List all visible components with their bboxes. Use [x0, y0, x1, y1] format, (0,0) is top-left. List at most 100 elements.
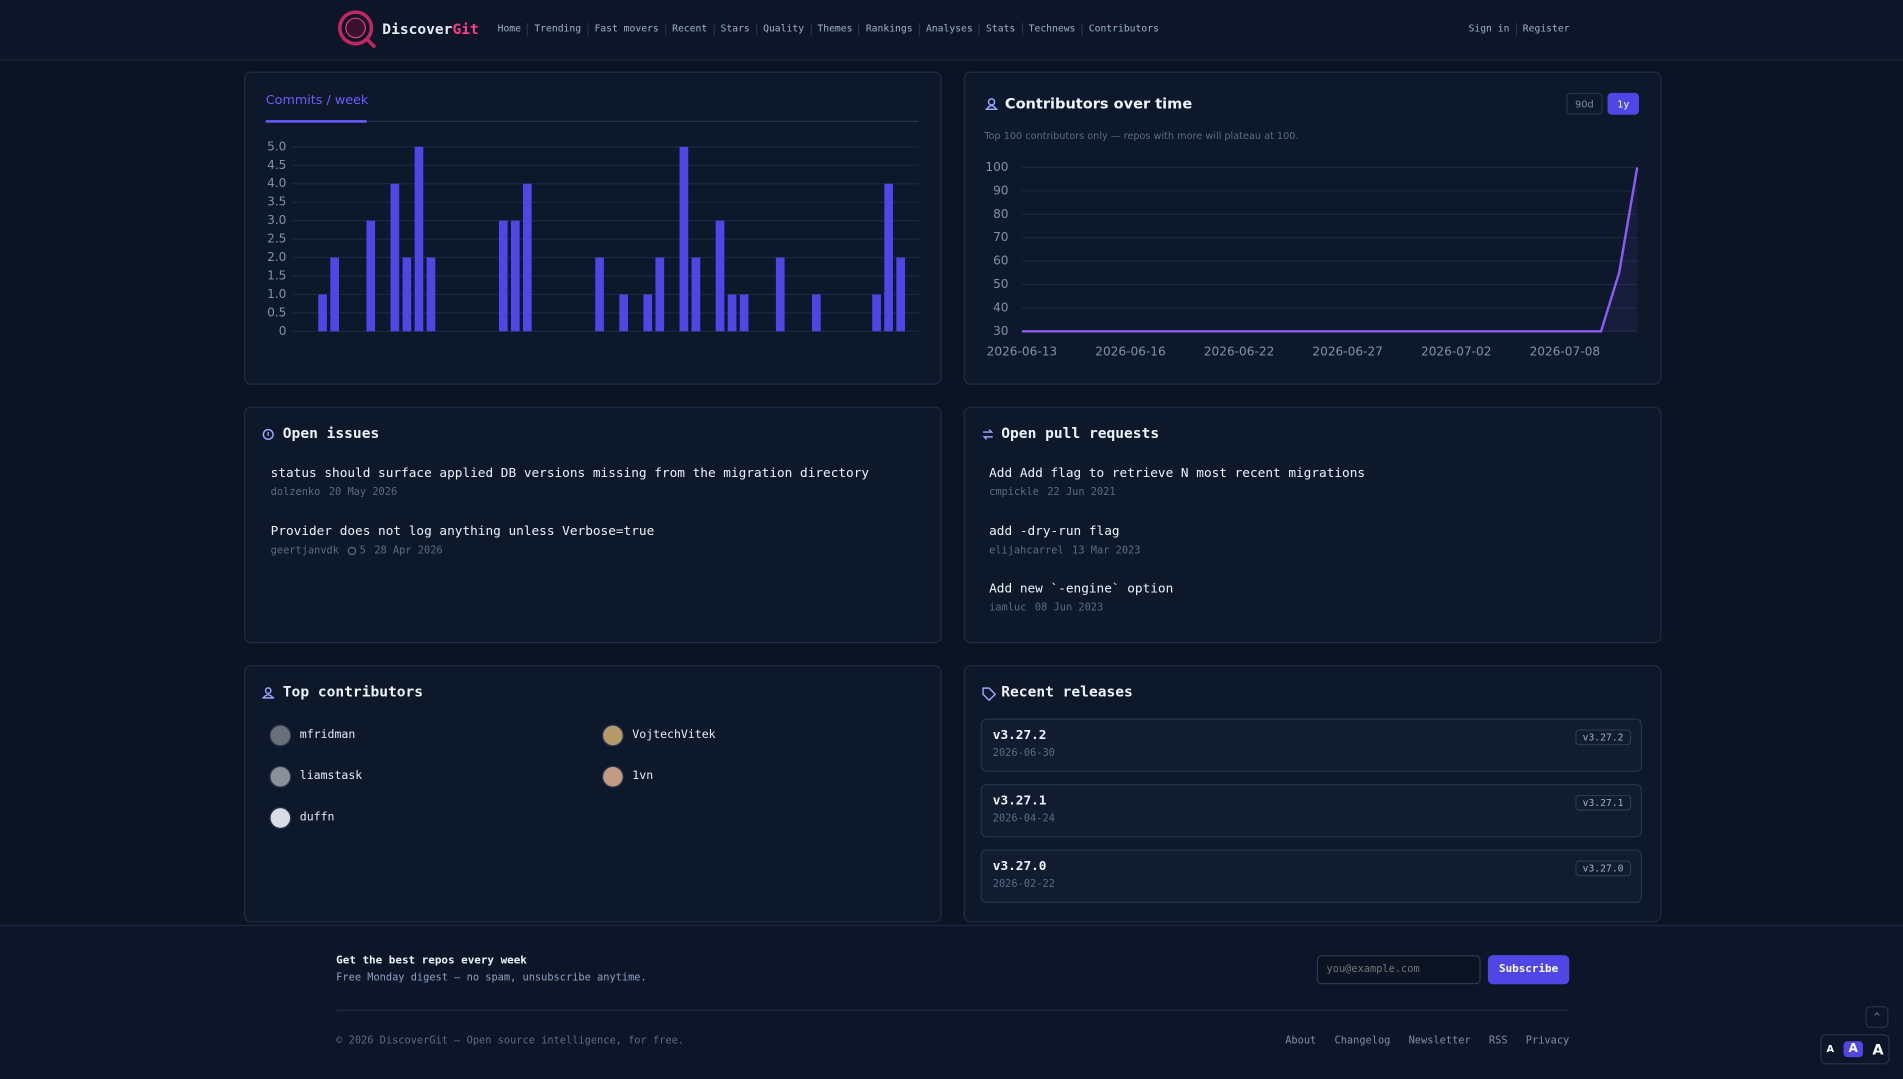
x-tick-label: 2026-07-02 — [1421, 344, 1491, 358]
nav-link[interactable]: Stars — [713, 23, 756, 36]
bar — [884, 183, 893, 332]
bar — [679, 146, 689, 332]
subscribe-button[interactable]: Subscribe — [1487, 955, 1570, 985]
avatar — [601, 724, 624, 747]
newsletter-title: Get the best repos every week — [336, 955, 527, 968]
range-button-label: 1y — [1617, 99, 1629, 110]
item-title[interactable]: status should surface applied DB version… — [270, 466, 870, 481]
y-tick-label: 30 — [993, 324, 1008, 338]
y-tick-label: 5.0 — [267, 139, 286, 153]
nav-link[interactable]: Fast movers — [587, 23, 665, 36]
avatar — [269, 724, 292, 747]
contributor-name[interactable]: liamstask — [299, 769, 363, 783]
line — [1021, 167, 1639, 333]
bar — [366, 220, 376, 332]
auth-link[interactable]: Sign in — [1468, 23, 1510, 34]
bar — [775, 257, 785, 332]
footer-divider — [336, 1009, 1570, 1011]
bar — [739, 294, 749, 332]
release-box[interactable] — [980, 784, 1643, 838]
contributors-card — [243, 665, 942, 923]
bar — [330, 257, 339, 332]
range-button — [1566, 92, 1603, 115]
contributor-name[interactable]: 1vn — [632, 769, 654, 783]
y-tick-label: 3.0 — [267, 213, 286, 227]
bar — [812, 294, 821, 332]
chart-title: Contributors over time — [1005, 95, 1192, 112]
nav-link[interactable]: Contributors — [1081, 23, 1164, 36]
nav-link[interactable]: Home — [497, 23, 521, 34]
y-tick-label: 0.5 — [267, 305, 286, 319]
email-input[interactable] — [1316, 955, 1481, 985]
nav-link[interactable]: Analyses — [918, 23, 979, 36]
avatar — [269, 765, 292, 788]
release-date: 2026-06-30 — [992, 747, 1055, 760]
bar — [727, 294, 737, 332]
auth-link[interactable]: Register — [1515, 23, 1576, 36]
nav-link[interactable]: Recent — [664, 23, 713, 36]
range-button — [1607, 92, 1640, 115]
footer-link[interactable]: About — [1285, 1035, 1317, 1048]
release-tag: v3.27.0 — [1575, 860, 1631, 877]
y-tick-label: 100 — [985, 160, 1008, 174]
icons — [262, 98, 998, 702]
x-tick-label: 2026-06-13 — [987, 344, 1057, 358]
release-tag: v3.27.2 — [1575, 729, 1631, 746]
nav-link[interactable]: Themes — [810, 23, 858, 36]
x-tick-label: 2026-07-08 — [1530, 344, 1600, 358]
footer-link[interactable]: Changelog — [1334, 1035, 1391, 1048]
footer-links: About Changelog Newsletter RSS Privacy — [1285, 1035, 1569, 1047]
y-tick-label: 60 — [993, 254, 1008, 268]
brand-second: Git — [452, 20, 479, 38]
item-title[interactable]: Provider does not log anything unless Ve… — [270, 523, 655, 539]
item-title[interactable]: Add Add flag to retrieve N most recent m… — [989, 466, 1366, 481]
bar — [655, 257, 665, 332]
nav-link[interactable]: Rankings — [858, 23, 919, 36]
y-tick-label: 1.5 — [267, 268, 286, 282]
y-tick-label: 4.5 — [267, 158, 286, 172]
font-size-option[interactable]: A — [1826, 1043, 1835, 1055]
nav-link[interactable]: Stats — [978, 23, 1022, 36]
chart-subtitle: Top 100 contributors only — repos with m… — [983, 131, 1298, 142]
release-date: 2026-02-22 — [992, 878, 1055, 891]
item-comments: 5 — [347, 544, 366, 557]
top-bar — [0, 0, 1903, 61]
comment-count: 5 — [359, 544, 366, 557]
release-box[interactable] — [980, 849, 1643, 903]
bar — [390, 183, 400, 332]
footer-link[interactable]: Newsletter — [1408, 1035, 1471, 1048]
release-box[interactable] — [980, 718, 1643, 772]
footer-link[interactable]: Privacy — [1525, 1035, 1570, 1048]
card-title: Open pull requests — [1001, 424, 1160, 442]
item-author: geertjanvdk — [270, 544, 339, 557]
item-author: cmpickle — [989, 486, 1039, 499]
scroll-top-button[interactable]: ^ — [1865, 1006, 1889, 1028]
nav-link[interactable]: Technews — [1021, 23, 1081, 36]
font-size-option[interactable]: A — [1843, 1041, 1863, 1058]
card-title: Top contributors — [282, 683, 424, 701]
contributor-name[interactable]: mfridman — [299, 728, 356, 742]
item-meta: geertjanvdk 5 28 Apr 2026 — [271, 544, 443, 556]
item-title[interactable]: Add new `-engine` option — [989, 581, 1174, 596]
contributor-name[interactable]: VojtechVitek — [632, 728, 716, 742]
brand[interactable]: DiscoverGit — [382, 21, 478, 38]
newsletter-subtitle: Free Monday digest — no spam, unsubscrib… — [336, 972, 647, 985]
y-tick-label: 90 — [993, 183, 1008, 197]
item-title[interactable]: add -dry-run flag — [989, 523, 1120, 539]
auth-nav: Sign in Register — [1468, 23, 1576, 36]
logo[interactable] — [336, 8, 377, 49]
contributor-name[interactable]: duffn — [299, 810, 335, 825]
commits-card — [243, 71, 942, 385]
item-date: 28 Apr 2026 — [374, 544, 443, 557]
font-size-option[interactable]: A — [1872, 1040, 1884, 1058]
nav-link[interactable]: Trending — [527, 23, 587, 36]
y-tick-label: 4.0 — [267, 176, 286, 190]
release-tag: v3.27.1 — [1575, 794, 1631, 811]
y-tick-label: 2.5 — [267, 232, 286, 246]
footer-link[interactable]: RSS — [1488, 1035, 1508, 1048]
nav-link[interactable]: Quality — [755, 23, 810, 36]
item-date: 13 Mar 2023 — [1072, 544, 1141, 557]
x-tick-label: 2026-06-27 — [1312, 344, 1382, 358]
